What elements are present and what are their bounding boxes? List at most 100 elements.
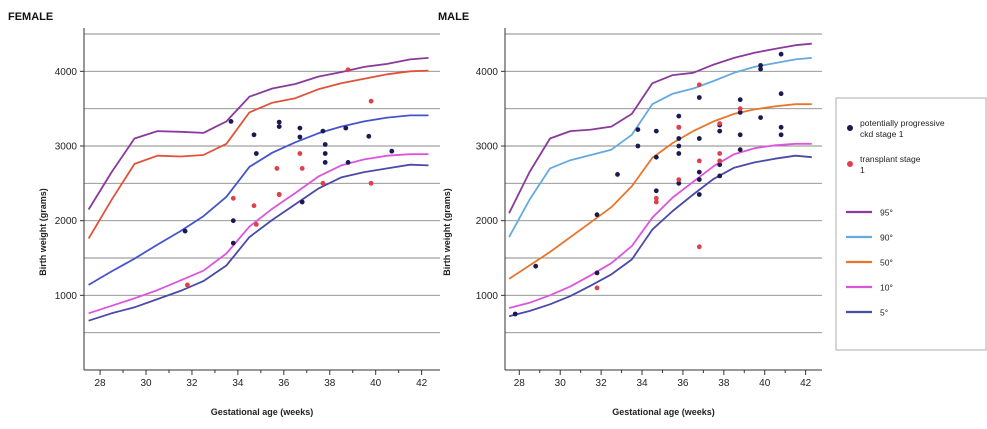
data-point <box>635 127 641 132</box>
percentile-curve <box>508 154 812 318</box>
data-point <box>322 142 328 147</box>
data-point <box>594 212 600 218</box>
percentile-curve <box>88 153 429 315</box>
data-point <box>615 172 620 177</box>
x-tick-label: 42 <box>800 378 812 389</box>
legend-label-line: transplant stage <box>860 154 921 164</box>
y-tick-label: 3000 <box>55 142 78 153</box>
percentile-curve <box>88 114 429 286</box>
x-tick-label: 40 <box>759 378 771 389</box>
data-point <box>594 285 600 291</box>
data-point <box>182 228 188 234</box>
data-point <box>778 91 784 97</box>
legend-label-line: potentially progressive <box>860 118 945 128</box>
x-tick-label: 36 <box>677 378 689 389</box>
legend-box <box>835 97 987 351</box>
y-tick-label: 4000 <box>476 67 499 78</box>
x-axis-label: Gestational age (weeks) <box>612 407 715 417</box>
data-point <box>676 124 682 130</box>
data-point <box>276 124 282 129</box>
x-tick-label: 32 <box>186 378 198 389</box>
data-point <box>297 125 303 131</box>
data-point <box>778 51 784 57</box>
data-point <box>251 132 257 138</box>
x-tick-label: 40 <box>370 378 382 389</box>
data-point <box>696 136 702 141</box>
data-point <box>635 143 641 149</box>
x-tick-label: 32 <box>596 378 608 389</box>
data-point <box>737 106 743 112</box>
x-tick-label: 34 <box>232 378 244 389</box>
data-point <box>251 203 257 209</box>
male-panel: MALE 1000 2000 3000 4000 28 30 32 34 36 38 40 42 Gest… <box>438 11 822 417</box>
percentile-curve <box>88 163 429 322</box>
x-axis-label: Gestational age (weeks) <box>211 407 314 417</box>
data-point <box>758 66 763 72</box>
x-tick-label: 28 <box>514 378 526 389</box>
data-point <box>297 134 303 140</box>
data-point <box>230 195 236 201</box>
data-point <box>696 244 702 250</box>
data-point <box>696 158 702 164</box>
y-tick-label: 3000 <box>476 142 499 153</box>
data-point <box>297 151 303 156</box>
data-point <box>696 169 702 175</box>
data-point <box>717 173 723 179</box>
data-point <box>345 67 351 73</box>
data-point <box>676 113 682 119</box>
data-point <box>230 240 236 246</box>
x-tick-label: 28 <box>95 378 107 389</box>
data-point <box>696 95 702 100</box>
data-point <box>230 218 236 224</box>
data-point <box>737 110 743 115</box>
legend-label: 5° <box>880 308 888 318</box>
female-panel: FEMALE 1000 2000 3000 4000 28 30 32 34 36 38 40 42 Ge… <box>8 11 440 417</box>
data-point <box>778 132 784 138</box>
data-point <box>758 115 763 120</box>
x-tick-label: 42 <box>416 378 428 389</box>
legend-label: potentially progressive ckd stage 1 <box>860 118 945 139</box>
data-point <box>758 63 763 68</box>
data-point <box>320 128 326 134</box>
data-point <box>653 195 659 201</box>
y-axis-label: Birth weight (grams) <box>442 188 452 276</box>
data-point <box>345 160 351 165</box>
data-point <box>185 282 190 288</box>
legend-label: 10° <box>880 283 893 293</box>
panel-title: MALE <box>438 11 469 23</box>
data-point <box>717 158 723 164</box>
y-axis-label: Birth weight (grams) <box>38 188 48 276</box>
data-point <box>368 180 374 186</box>
legend-label-line: 1 <box>860 165 865 175</box>
x-tick-label: 34 <box>636 378 648 389</box>
x-tick-label: 38 <box>324 378 336 389</box>
data-point <box>512 311 518 317</box>
percentile-curve <box>508 57 812 238</box>
data-point <box>368 98 374 104</box>
y-tick-label: 2000 <box>55 216 78 227</box>
data-point <box>274 166 280 171</box>
data-point <box>653 188 659 194</box>
data-point <box>717 128 723 134</box>
legend: potentially progressive ckd stage 1 transp… <box>835 97 987 351</box>
legend-marker <box>847 161 853 167</box>
data-point <box>276 192 282 197</box>
y-tick-label: 1000 <box>55 291 78 302</box>
data-point <box>343 125 349 131</box>
percentile-curve <box>508 142 812 309</box>
y-tick-label: 2000 <box>476 216 499 227</box>
x-tick-label: 38 <box>718 378 730 389</box>
data-point <box>653 154 659 160</box>
percentile-curve <box>508 42 812 214</box>
data-point <box>696 82 702 88</box>
data-point <box>320 180 326 186</box>
percentile-curve <box>87 57 429 210</box>
x-tick-label: 30 <box>140 378 152 389</box>
data-point <box>322 151 328 156</box>
x-tick-label: 36 <box>278 378 290 389</box>
data-point <box>676 151 682 156</box>
data-point <box>366 133 372 139</box>
data-point <box>676 143 682 149</box>
data-point <box>253 222 259 227</box>
data-point <box>696 192 702 197</box>
